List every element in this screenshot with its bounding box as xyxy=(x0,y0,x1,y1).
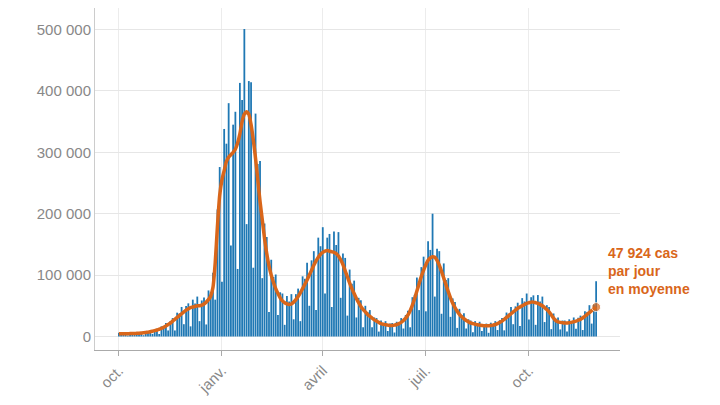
svg-text:janv.: janv. xyxy=(195,362,229,396)
svg-text:0: 0 xyxy=(83,328,91,345)
svg-text:oct.: oct. xyxy=(507,362,536,391)
svg-text:500 000: 500 000 xyxy=(37,21,91,38)
svg-text:47 924 caspar jouren moyenne: 47 924 caspar jouren moyenne xyxy=(608,245,690,297)
svg-text:100 000: 100 000 xyxy=(37,266,91,283)
svg-text:avril: avril xyxy=(299,362,330,393)
svg-text:400 000: 400 000 xyxy=(37,82,91,99)
svg-text:300 000: 300 000 xyxy=(37,144,91,161)
svg-text:juil.: juil. xyxy=(405,362,434,391)
svg-text:200 000: 200 000 xyxy=(37,205,91,222)
svg-text:oct.: oct. xyxy=(97,362,126,391)
